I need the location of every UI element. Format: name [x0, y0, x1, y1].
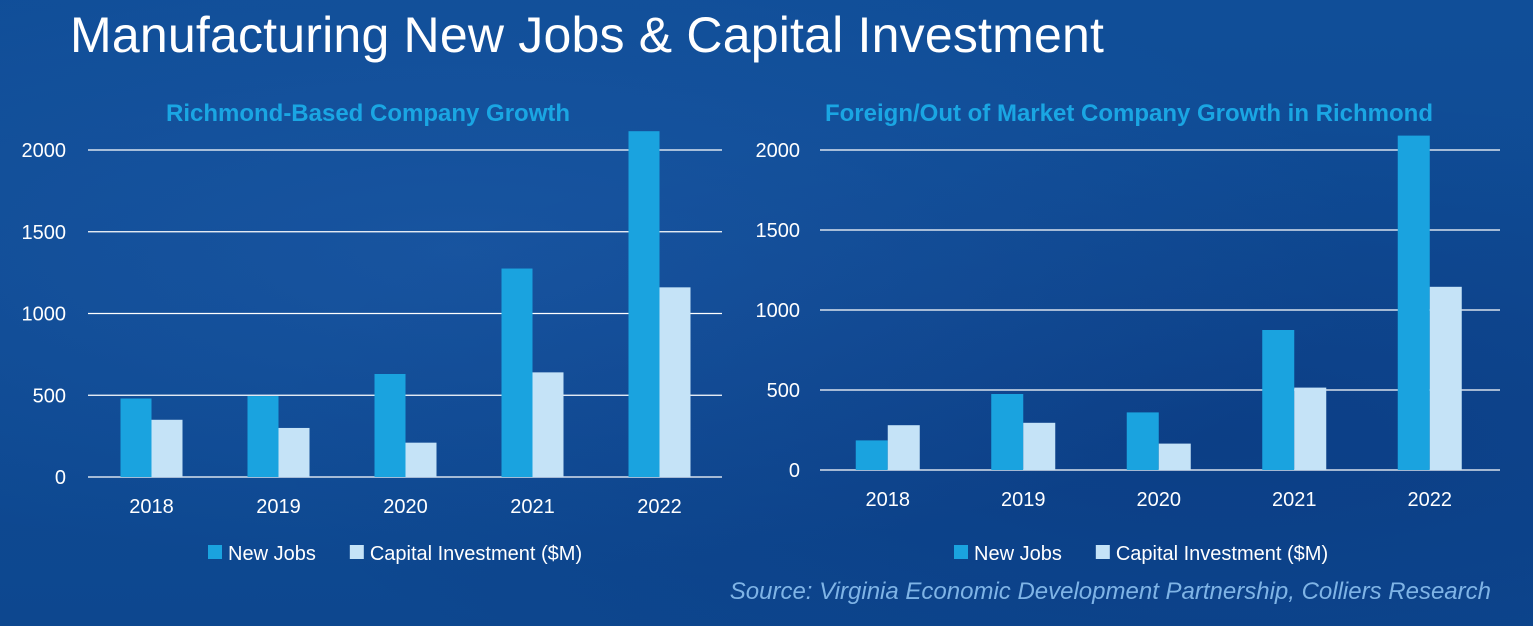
bar-capital-investment-2021 [1294, 387, 1327, 470]
x-tick-label: 2022 [1408, 489, 1453, 511]
bar-capital-investment-2022 [659, 287, 691, 477]
bar-new-jobs-2022 [1397, 135, 1430, 470]
legend-label: Capital Investment ($M) [1116, 543, 1328, 565]
y-tick-label: 1500 [756, 220, 801, 242]
legend-swatch [208, 545, 222, 559]
y-tick-label: 2000 [756, 140, 801, 162]
bar-capital-investment-2019 [1023, 422, 1056, 470]
y-tick-label: 500 [767, 380, 800, 402]
bar-capital-investment-2020 [405, 442, 437, 477]
bar-capital-investment-2021 [532, 372, 564, 477]
y-tick-label: 0 [55, 467, 66, 489]
bar-new-jobs-2020 [374, 373, 406, 477]
y-tick-label: 2000 [22, 140, 67, 162]
y-tick-label: 1000 [22, 304, 67, 326]
legend-swatch [954, 545, 968, 559]
x-tick-label: 2018 [866, 489, 911, 511]
x-tick-label: 2020 [383, 496, 428, 518]
bar-capital-investment-2022 [1429, 286, 1462, 470]
x-tick-label: 2021 [1272, 489, 1317, 511]
y-tick-label: 0 [789, 460, 800, 482]
legend-swatch [1095, 545, 1110, 559]
legend-label: New Jobs [228, 543, 316, 565]
legend-swatch [349, 545, 364, 559]
x-tick-label: 2021 [510, 496, 555, 518]
bar-new-jobs-2019 [991, 394, 1024, 470]
y-tick-label: 1500 [22, 222, 67, 244]
bar-new-jobs-2022 [628, 131, 660, 477]
bar-capital-investment-2018 [151, 419, 183, 477]
bar-new-jobs-2021 [501, 268, 533, 477]
bar-new-jobs-2020 [1126, 412, 1159, 470]
x-tick-label: 2022 [637, 496, 682, 518]
legend-label: Capital Investment ($M) [370, 543, 582, 565]
bar-new-jobs-2018 [855, 440, 888, 470]
y-tick-label: 1000 [756, 300, 801, 322]
y-tick-label: 500 [33, 385, 66, 407]
bar-capital-investment-2018 [887, 425, 920, 470]
x-tick-label: 2019 [256, 496, 301, 518]
bar-capital-investment-2019 [278, 427, 310, 477]
bar-new-jobs-2021 [1262, 330, 1295, 470]
chart-title: Foreign/Out of Market Company Growth in … [825, 100, 1433, 127]
source-note: Source: Virginia Economic Development Pa… [729, 578, 1491, 605]
chart-title: Richmond-Based Company Growth [166, 100, 570, 127]
legend-label: New Jobs [974, 543, 1062, 565]
bar-new-jobs-2019 [247, 396, 279, 477]
x-tick-label: 2019 [1001, 489, 1046, 511]
chart-richmond-based: Richmond-Based Company Growth 0 500 1000 150… [22, 100, 722, 565]
page-title: Manufacturing New Jobs & Capital Investm… [70, 7, 1105, 63]
x-tick-label: 2020 [1137, 489, 1182, 511]
bar-new-jobs-2018 [120, 398, 152, 477]
bar-capital-investment-2020 [1158, 443, 1191, 470]
x-tick-label: 2018 [129, 496, 174, 518]
